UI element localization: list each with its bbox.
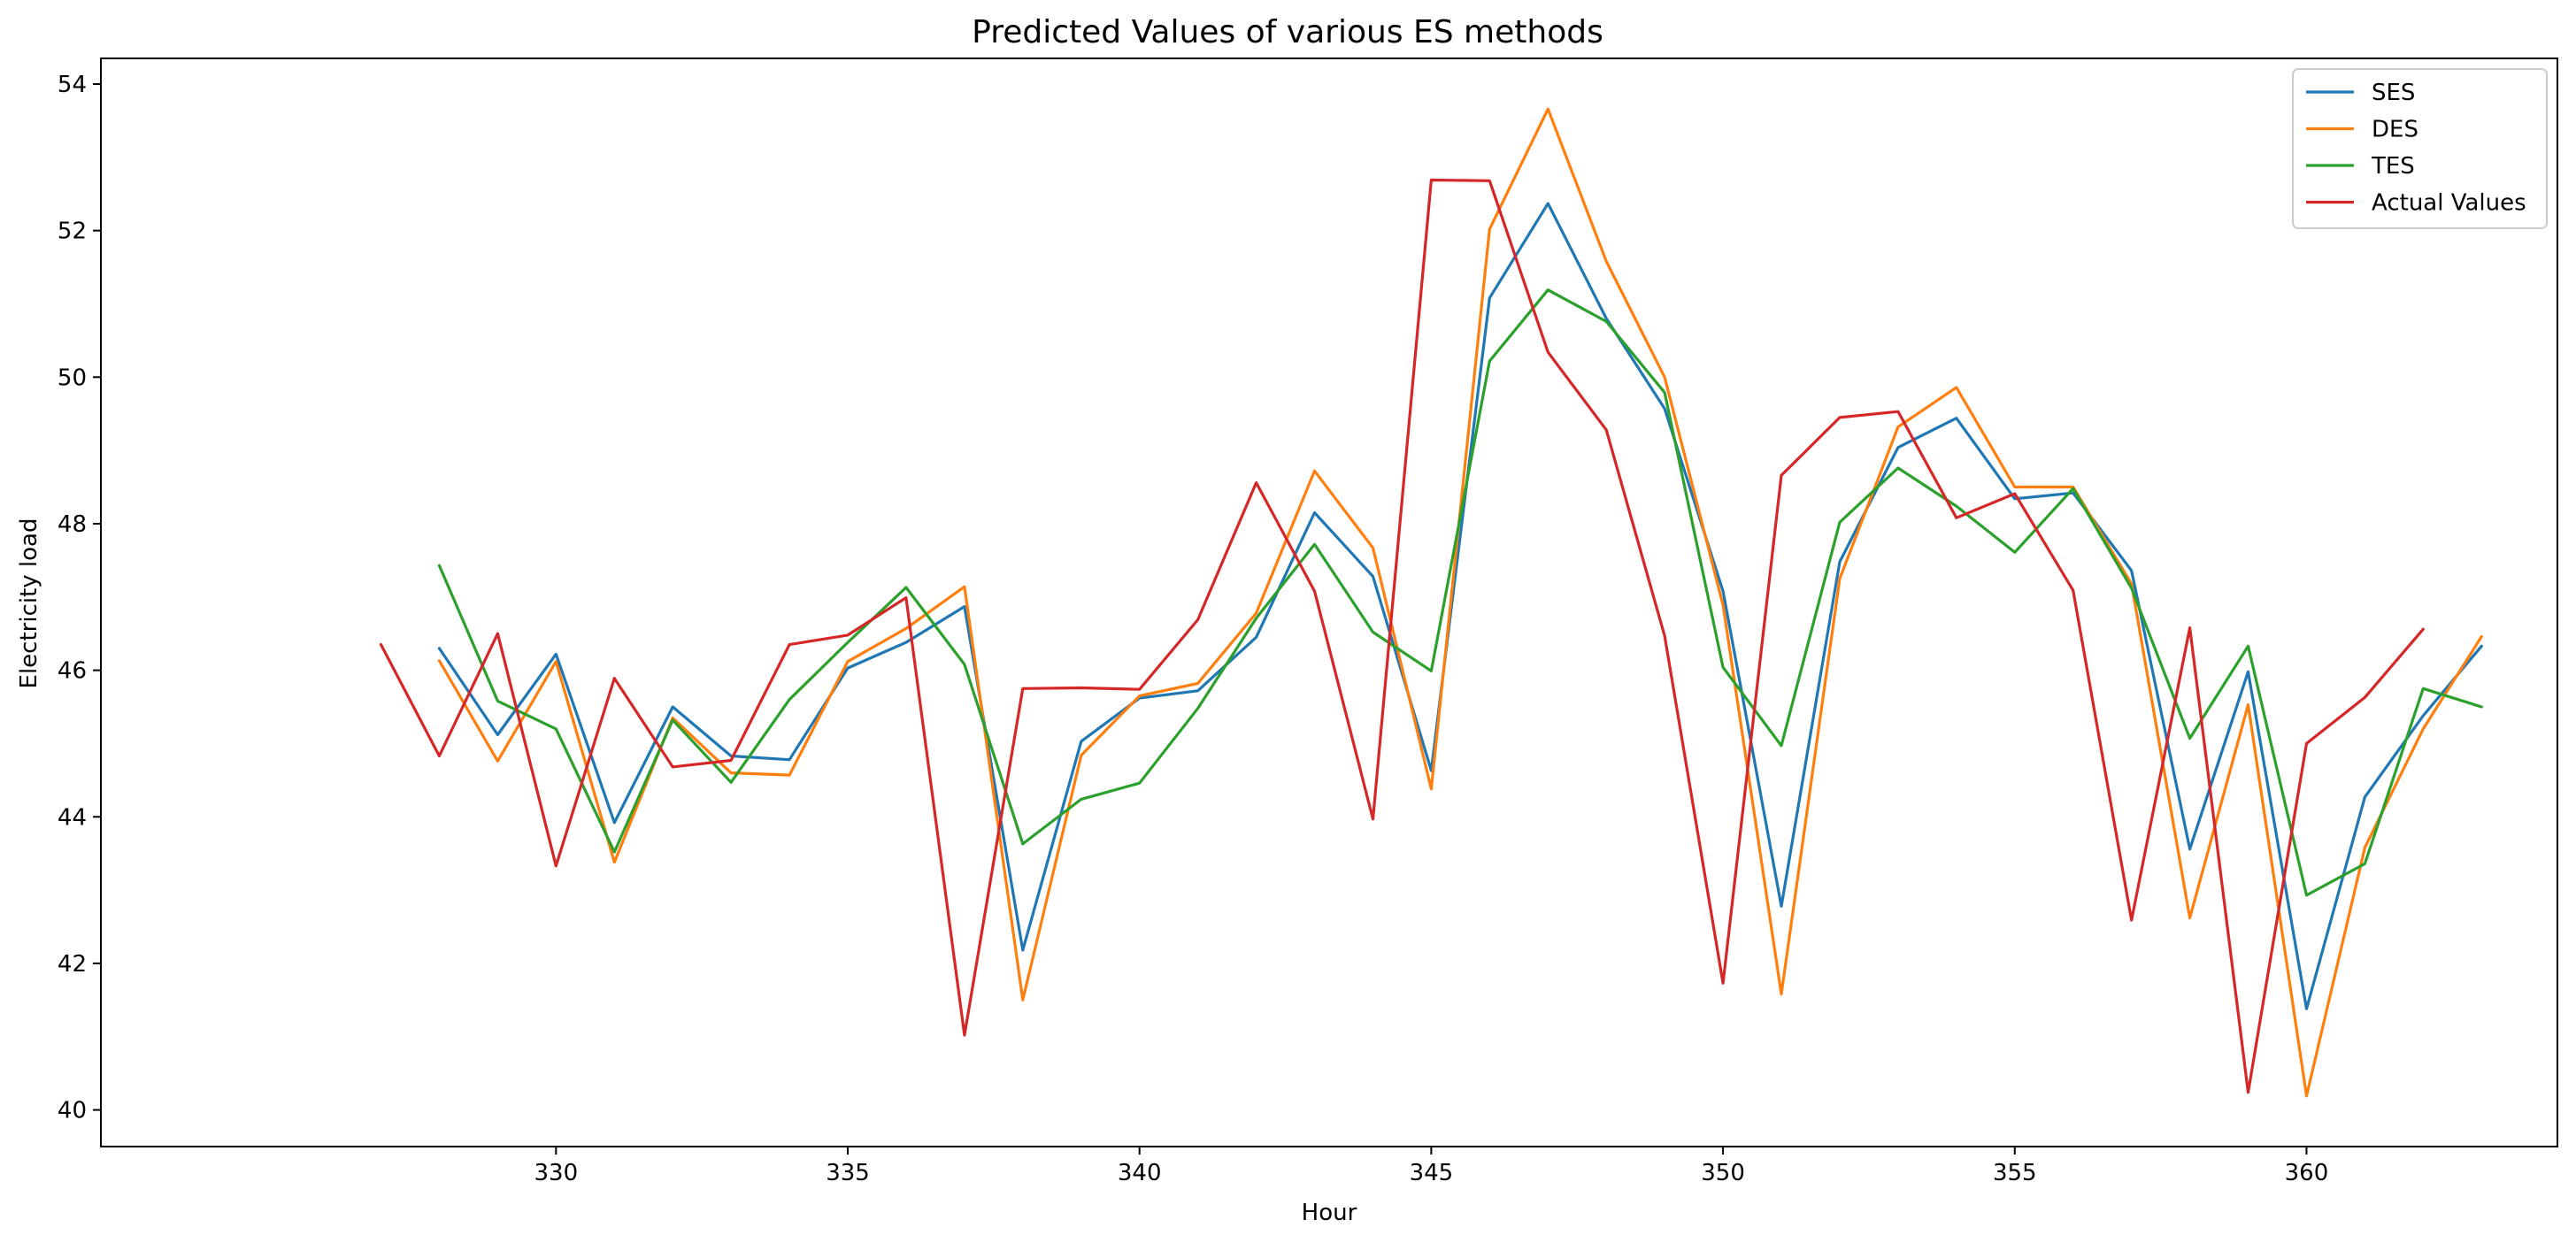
y-tick-label: 54: [58, 72, 87, 98]
x-tick-label: 360: [2285, 1160, 2329, 1186]
x-tick-label: 345: [1410, 1160, 1454, 1186]
y-tick-label: 46: [58, 658, 87, 685]
y-tick-label: 52: [58, 219, 87, 245]
legend-label-actual-values: Actual Values: [2372, 190, 2526, 217]
y-axis-label: Electricity load: [16, 518, 42, 689]
legend-label-tes: TES: [2371, 153, 2415, 180]
y-tick-label: 48: [58, 511, 87, 538]
series-line-actual-values: [379, 178, 2425, 1094]
x-tick-label: 350: [1701, 1160, 1745, 1186]
plot-frame: [100, 58, 2558, 1147]
y-tick-label: 44: [58, 804, 87, 831]
y-axis: 40 42 44 46 48 50 52 54: [58, 72, 101, 1124]
legend-label-ses: SES: [2372, 80, 2415, 106]
legend-label-des: DES: [2372, 117, 2418, 143]
legend-frame: [2292, 68, 2548, 229]
x-tick-label: 335: [826, 1160, 870, 1186]
x-tick-label: 330: [534, 1160, 578, 1186]
x-tick-label: 355: [1993, 1160, 2037, 1186]
chart-title: Predicted Values of various ES methods: [972, 14, 1603, 50]
x-axis-label: Hour: [1302, 1200, 1357, 1226]
y-tick-label: 42: [58, 951, 87, 978]
x-tick-label: 340: [1118, 1160, 1162, 1186]
y-tick-label: 50: [58, 364, 87, 391]
series-line-tes: [437, 288, 2483, 897]
series-layer: [379, 107, 2483, 1098]
legend: SES DES TES Actual Values: [2292, 68, 2548, 229]
x-axis: 330 335 340 345 350 355 360: [534, 1147, 2328, 1186]
y-tick-label: 40: [58, 1098, 87, 1124]
